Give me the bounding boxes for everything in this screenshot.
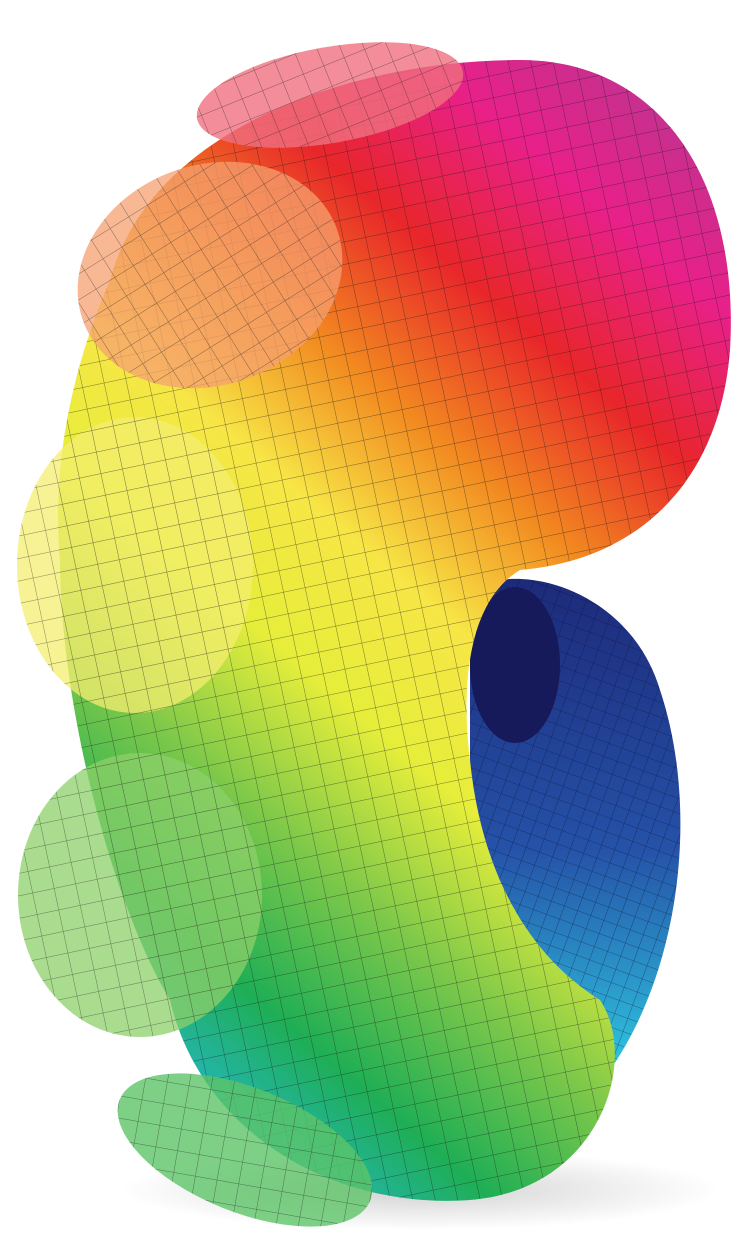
disk-grid bbox=[18, 753, 262, 1037]
tube-hole bbox=[470, 587, 560, 743]
disks bbox=[17, 42, 464, 1227]
disk-grid bbox=[17, 417, 253, 713]
disk-grid bbox=[77, 161, 343, 389]
disk-grid bbox=[196, 42, 464, 148]
disk-grid bbox=[117, 1073, 373, 1227]
